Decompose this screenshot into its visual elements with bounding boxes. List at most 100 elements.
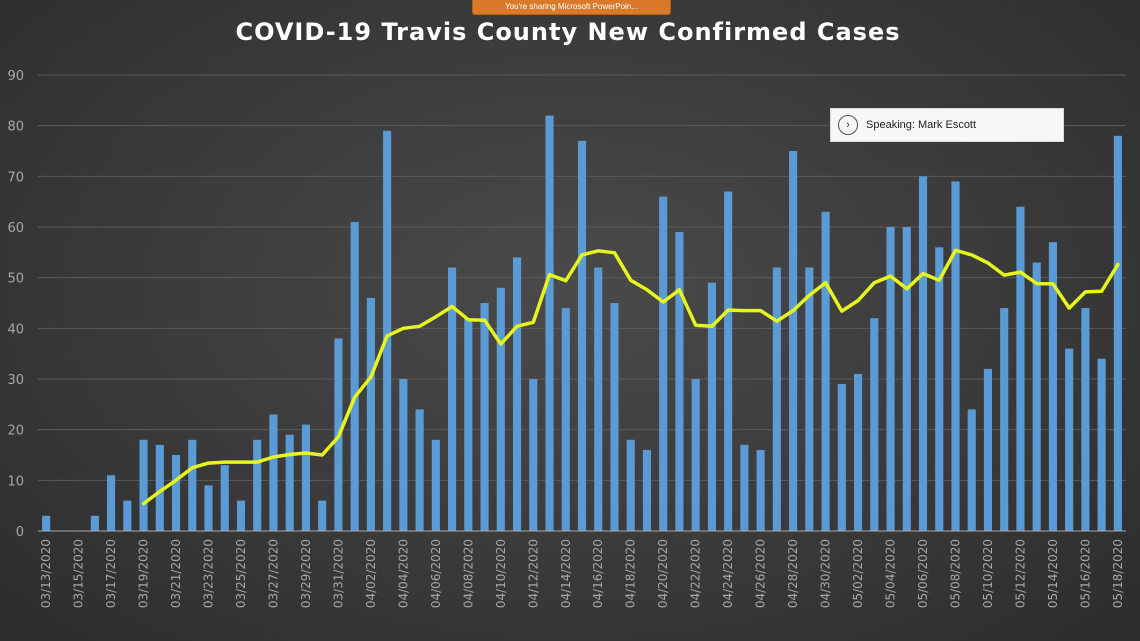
chart-title: COVID-19 Travis County New Confirmed Cas… <box>235 18 900 46</box>
bar <box>870 318 879 531</box>
average-line <box>141 248 1120 506</box>
bar <box>837 384 846 531</box>
x-tick-label: 05/14/2020 <box>1046 539 1060 608</box>
bar <box>301 424 310 531</box>
bar <box>724 191 733 532</box>
bar <box>707 282 716 531</box>
speaking-label: Speaking: Mark Escott <box>866 119 977 131</box>
bar <box>545 115 554 532</box>
bar <box>1065 348 1074 531</box>
y-tick-label: 0 <box>16 525 24 540</box>
x-tick-label: 03/19/2020 <box>137 539 151 608</box>
x-tick-label: 05/06/2020 <box>916 539 930 608</box>
bar <box>951 181 960 531</box>
x-tick-label: 03/31/2020 <box>331 539 345 608</box>
bar <box>1032 262 1041 531</box>
x-tick-label: 04/08/2020 <box>461 539 475 608</box>
bar <box>918 176 928 532</box>
bar <box>821 211 830 532</box>
bar <box>610 303 619 531</box>
x-tick-label: 05/18/2020 <box>1111 539 1125 608</box>
x-tick-label: 04/18/2020 <box>624 539 638 608</box>
bar <box>577 140 587 531</box>
bar <box>1016 206 1025 531</box>
bar <box>1113 135 1122 532</box>
screen-share-banner[interactable]: You're sharing Microsoft PowerPoin... <box>472 0 671 15</box>
bar <box>789 151 798 531</box>
bar <box>464 318 473 531</box>
x-tick-label: 05/02/2020 <box>851 539 865 608</box>
x-tick-label: 05/12/2020 <box>1013 539 1027 608</box>
bar <box>139 439 148 531</box>
bar <box>204 485 213 531</box>
x-tick-label: 05/16/2020 <box>1078 539 1092 608</box>
x-tick-label: 04/14/2020 <box>559 539 573 608</box>
x-tick-label: 03/15/2020 <box>72 539 86 608</box>
bar <box>935 247 944 531</box>
x-tick-label: 03/23/2020 <box>202 539 216 608</box>
bar <box>253 439 262 531</box>
bar <box>1000 308 1009 531</box>
x-tick-label: 04/26/2020 <box>754 539 768 608</box>
bar <box>350 221 359 531</box>
bar <box>155 444 164 531</box>
bar <box>42 515 51 531</box>
bar <box>854 373 863 531</box>
x-tick-label: 03/21/2020 <box>169 539 183 608</box>
x-axis-tick-labels: 03/13/2020 03/15/2020 03/17/2020 03/19/2020… <box>39 539 1125 608</box>
x-tick-label: 03/27/2020 <box>266 539 280 608</box>
bar <box>366 297 375 531</box>
bar <box>123 500 132 531</box>
bar <box>675 232 684 532</box>
x-tick-label: 05/08/2020 <box>948 539 962 608</box>
bar <box>269 414 278 531</box>
bar <box>1081 308 1090 531</box>
bar <box>512 257 522 531</box>
bar <box>659 196 668 531</box>
x-tick-label: 04/28/2020 <box>786 539 800 608</box>
x-tick-label: 04/30/2020 <box>819 539 833 608</box>
bar <box>448 267 457 531</box>
x-tick-label: 04/12/2020 <box>526 539 540 608</box>
bar <box>967 409 976 531</box>
x-tick-label: 04/02/2020 <box>364 539 378 608</box>
bar <box>594 267 603 531</box>
bar <box>1048 242 1057 531</box>
x-tick-label: 05/10/2020 <box>981 539 995 608</box>
bar-series <box>42 115 1122 532</box>
chevron-right-icon[interactable]: › <box>838 115 858 135</box>
y-axis-tick-labels: 0 10 20 30 40 50 60 70 80 90 <box>7 69 24 540</box>
x-tick-label: 04/10/2020 <box>494 539 508 608</box>
bar <box>415 409 424 531</box>
bar <box>480 303 489 531</box>
x-tick-label: 03/17/2020 <box>104 539 118 608</box>
bar <box>318 500 327 531</box>
bar <box>285 434 294 531</box>
y-tick-label: 90 <box>7 69 24 84</box>
bar <box>561 308 570 531</box>
bar <box>756 449 765 531</box>
y-tick-label: 30 <box>7 373 24 388</box>
y-tick-label: 80 <box>7 120 24 135</box>
x-tick-label: 03/29/2020 <box>299 539 313 608</box>
x-tick-label: 04/22/2020 <box>689 539 703 608</box>
bar <box>496 287 505 531</box>
y-tick-label: 70 <box>7 170 24 185</box>
x-tick-label: 04/04/2020 <box>396 539 410 608</box>
bar <box>171 455 181 531</box>
bar <box>236 500 246 531</box>
y-tick-label: 60 <box>7 221 24 236</box>
bar <box>772 267 781 531</box>
bar <box>902 227 911 531</box>
y-tick-label: 10 <box>7 474 24 489</box>
x-tick-label: 04/16/2020 <box>591 539 605 608</box>
bar <box>805 267 814 531</box>
y-tick-label: 20 <box>7 424 24 439</box>
bar <box>886 227 895 531</box>
speaking-indicator: › Speaking: Mark Escott <box>830 108 1064 142</box>
bar <box>399 379 408 531</box>
bar <box>90 515 99 531</box>
bar <box>642 449 652 531</box>
x-tick-label: 04/20/2020 <box>656 539 670 608</box>
